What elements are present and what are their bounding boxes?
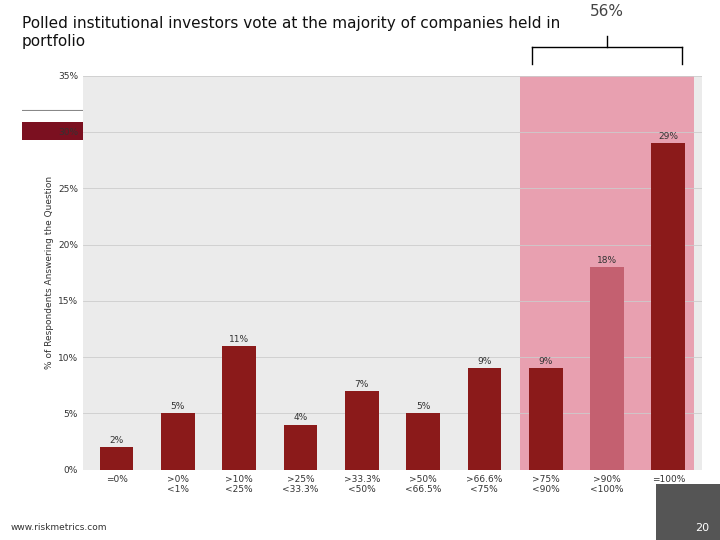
Bar: [406, 414, 440, 470]
Bar: [652, 143, 685, 470]
Text: 18%: 18%: [597, 256, 617, 265]
Bar: [467, 368, 501, 470]
Y-axis label: % of Respondents Answering the Question: % of Respondents Answering the Question: [45, 176, 54, 369]
Bar: [222, 346, 256, 470]
Text: 29%: 29%: [658, 132, 678, 141]
Bar: [528, 368, 562, 470]
Text: Percentage of equities voted as a percentage of companies held in 2008: Percentage of equities voted as a percen…: [145, 124, 575, 138]
Text: 2%: 2%: [109, 436, 124, 445]
Text: 11%: 11%: [229, 335, 249, 343]
Text: 20: 20: [695, 523, 709, 533]
Text: 5%: 5%: [171, 402, 185, 411]
Bar: [520, 76, 694, 470]
Text: 9%: 9%: [477, 357, 492, 366]
Bar: [161, 414, 194, 470]
Text: 56%: 56%: [590, 4, 624, 19]
Text: www.riskmetrics.com: www.riskmetrics.com: [11, 523, 107, 532]
Text: 9%: 9%: [539, 357, 553, 366]
Text: 4%: 4%: [293, 414, 307, 422]
Bar: [99, 447, 133, 470]
FancyBboxPatch shape: [22, 122, 698, 140]
Text: Polled institutional investors vote at the majority of companies held in
portfol: Polled institutional investors vote at t…: [22, 16, 560, 49]
Bar: [590, 267, 624, 470]
Bar: [345, 391, 379, 470]
Text: 7%: 7%: [354, 380, 369, 389]
Bar: [284, 425, 318, 470]
Text: 5%: 5%: [416, 402, 431, 411]
